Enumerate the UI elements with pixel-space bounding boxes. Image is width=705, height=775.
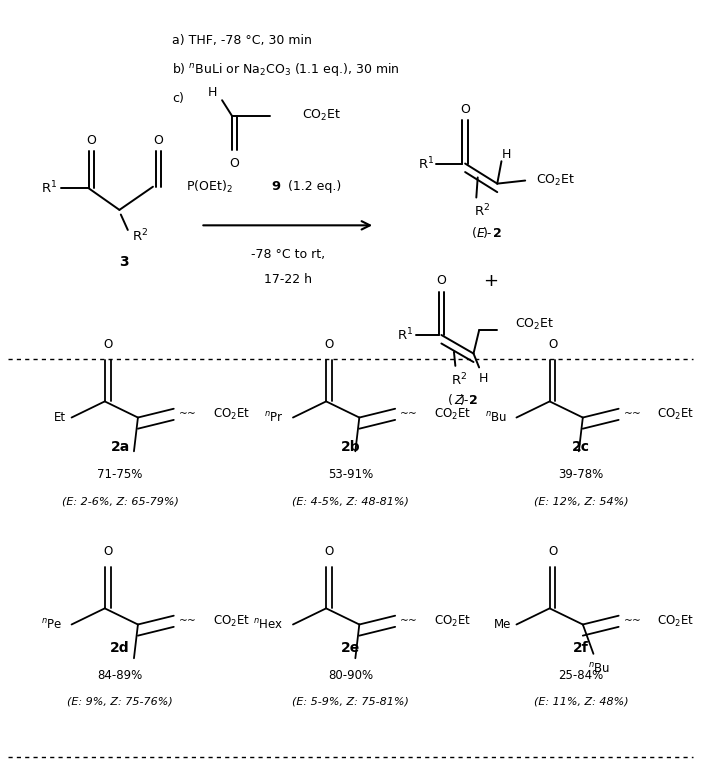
Text: CO$_2$Et: CO$_2$Et xyxy=(537,173,575,188)
Text: ~: ~ xyxy=(400,616,409,626)
Text: O: O xyxy=(324,338,333,350)
Text: ~: ~ xyxy=(178,409,188,419)
Text: Et: Et xyxy=(54,411,66,424)
Text: 2f: 2f xyxy=(573,641,589,655)
Text: ~: ~ xyxy=(187,616,195,626)
Text: O: O xyxy=(103,338,112,350)
Text: (1.2 eq.): (1.2 eq.) xyxy=(283,181,341,193)
Text: (E: 9%, Z: 75-76%): (E: 9%, Z: 75-76%) xyxy=(67,697,173,707)
Text: H: H xyxy=(502,148,511,160)
Text: )-: )- xyxy=(484,226,493,239)
Text: H: H xyxy=(479,372,488,384)
Text: ~: ~ xyxy=(623,409,632,419)
Text: 71-75%: 71-75% xyxy=(97,468,143,481)
Text: O: O xyxy=(548,338,557,350)
Text: b) $^n$BuLi or Na$_2$CO$_3$ (1.1 eq.), 30 min: b) $^n$BuLi or Na$_2$CO$_3$ (1.1 eq.), 3… xyxy=(173,61,400,78)
Text: 2b: 2b xyxy=(341,440,360,454)
Text: O: O xyxy=(436,274,446,288)
Text: CO$_2$Et: CO$_2$Et xyxy=(657,407,694,422)
Text: 9: 9 xyxy=(271,181,281,193)
Text: 80-90%: 80-90% xyxy=(328,669,373,682)
Text: P(OEt)$_2$: P(OEt)$_2$ xyxy=(186,179,233,195)
Text: CO$_2$Et: CO$_2$Et xyxy=(212,614,250,629)
Text: CO$_2$Et: CO$_2$Et xyxy=(434,614,471,629)
Text: +: + xyxy=(483,272,498,290)
Text: 2: 2 xyxy=(470,394,478,407)
Text: ~: ~ xyxy=(400,409,409,419)
Text: 25-84%: 25-84% xyxy=(558,669,603,682)
Text: CO$_2$Et: CO$_2$Et xyxy=(434,407,471,422)
Text: $^n$Bu: $^n$Bu xyxy=(485,411,507,425)
Text: (E: 5-9%, Z: 75-81%): (E: 5-9%, Z: 75-81%) xyxy=(292,697,409,707)
Text: O: O xyxy=(460,103,470,116)
Text: $^n$Pe: $^n$Pe xyxy=(41,618,62,632)
Text: 3: 3 xyxy=(119,255,128,269)
Text: ~: ~ xyxy=(408,616,417,626)
Text: a) THF, -78 °C, 30 min: a) THF, -78 °C, 30 min xyxy=(173,33,312,46)
Text: O: O xyxy=(103,545,112,558)
Text: ~: ~ xyxy=(623,616,632,626)
Text: 2d: 2d xyxy=(110,641,130,655)
Text: 84-89%: 84-89% xyxy=(97,669,142,682)
Text: R$^1$: R$^1$ xyxy=(397,327,413,343)
Text: Me: Me xyxy=(493,618,511,631)
Text: O: O xyxy=(230,157,240,170)
Text: ~: ~ xyxy=(632,409,640,419)
Text: (E: 12%, Z: 54%): (E: 12%, Z: 54%) xyxy=(534,496,628,506)
Text: R$^2$: R$^2$ xyxy=(132,228,148,244)
Text: ~: ~ xyxy=(632,616,640,626)
Text: (: ( xyxy=(448,394,453,407)
Text: CO$_2$Et: CO$_2$Et xyxy=(657,614,694,629)
Text: 53-91%: 53-91% xyxy=(328,468,373,481)
Text: H: H xyxy=(207,86,217,99)
Text: 2: 2 xyxy=(493,226,502,239)
Text: ~: ~ xyxy=(187,409,195,419)
Text: CO$_2$Et: CO$_2$Et xyxy=(212,407,250,422)
Text: c): c) xyxy=(173,92,185,105)
Text: Z: Z xyxy=(454,394,462,407)
Text: CO$_2$Et: CO$_2$Et xyxy=(302,109,341,123)
Text: $^n$Pr: $^n$Pr xyxy=(264,411,283,425)
Text: $^n$Bu: $^n$Bu xyxy=(588,662,610,676)
Text: O: O xyxy=(154,134,164,147)
Text: ~: ~ xyxy=(178,616,188,626)
Text: 2a: 2a xyxy=(111,440,130,454)
Text: 2c: 2c xyxy=(572,440,590,454)
Text: 2e: 2e xyxy=(341,641,360,655)
Text: O: O xyxy=(324,545,333,558)
Text: E: E xyxy=(477,226,485,239)
Text: O: O xyxy=(87,134,97,147)
Text: )-: )- xyxy=(460,394,470,407)
Text: (E: 2-6%, Z: 65-79%): (E: 2-6%, Z: 65-79%) xyxy=(61,496,178,506)
Text: 17-22 h: 17-22 h xyxy=(264,273,312,286)
Text: R$^2$: R$^2$ xyxy=(474,203,490,220)
Text: $^n$Hex: $^n$Hex xyxy=(253,618,283,632)
Text: R$^2$: R$^2$ xyxy=(451,371,467,388)
Text: ~: ~ xyxy=(408,409,417,419)
Text: R$^1$: R$^1$ xyxy=(418,155,434,172)
Text: (: ( xyxy=(472,226,477,239)
Text: (E: 11%, Z: 48%): (E: 11%, Z: 48%) xyxy=(534,697,628,707)
Text: 39-78%: 39-78% xyxy=(558,468,603,481)
Text: O: O xyxy=(548,545,557,558)
Text: (E: 4-5%, Z: 48-81%): (E: 4-5%, Z: 48-81%) xyxy=(292,496,409,506)
Text: CO$_2$Et: CO$_2$Et xyxy=(515,317,555,332)
Text: -78 °C to rt,: -78 °C to rt, xyxy=(251,248,325,261)
Text: R$^1$: R$^1$ xyxy=(41,180,57,197)
